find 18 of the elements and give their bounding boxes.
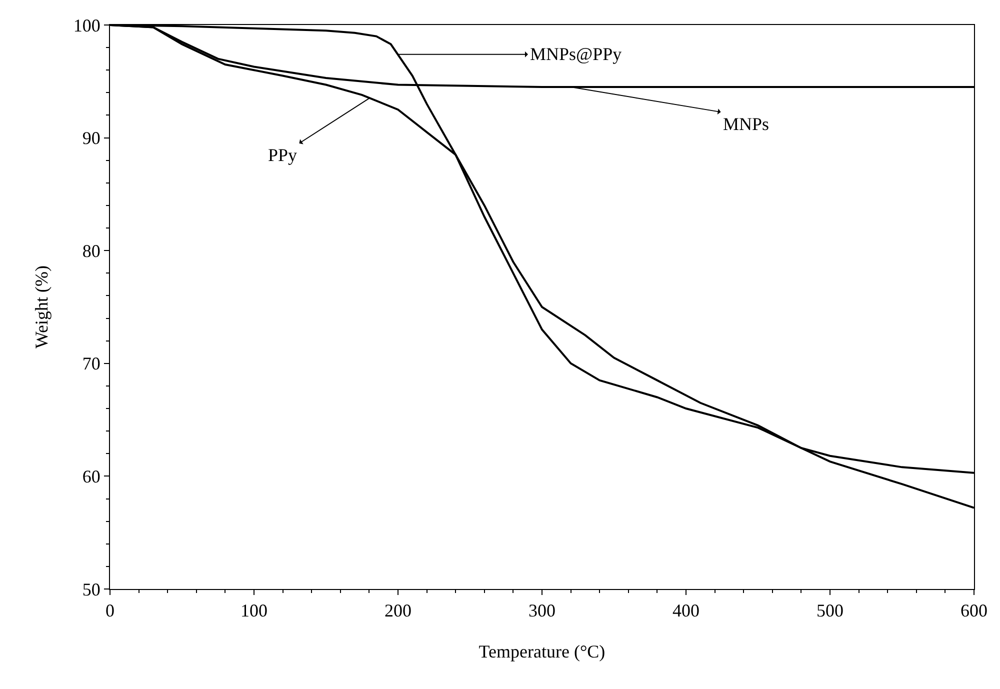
x-tick-label: 300 <box>528 600 556 621</box>
y-tick-label: 70 <box>82 354 100 374</box>
annotation: MNPs <box>723 114 770 134</box>
x-tick-label: 500 <box>816 600 844 621</box>
x-tick-label: 0 <box>106 600 114 621</box>
y-tick-label: 100 <box>73 15 100 36</box>
y-tick-label: 50 <box>82 579 100 600</box>
x-axis-title: Temperature (°C) <box>478 642 606 662</box>
y-tick-label: 60 <box>82 466 100 486</box>
x-tick-label: 200 <box>384 600 412 621</box>
x-tick-label: 400 <box>672 600 700 621</box>
annotation: PPy <box>268 145 298 165</box>
y-axis-title: Weight (%) <box>32 265 52 349</box>
y-tick-label: 90 <box>82 128 100 148</box>
x-tick-label: 600 <box>960 600 988 621</box>
annotation: MNPs@PPy <box>530 44 622 64</box>
y-tick-label: 80 <box>82 240 100 261</box>
x-tick-label: 100 <box>240 600 268 621</box>
